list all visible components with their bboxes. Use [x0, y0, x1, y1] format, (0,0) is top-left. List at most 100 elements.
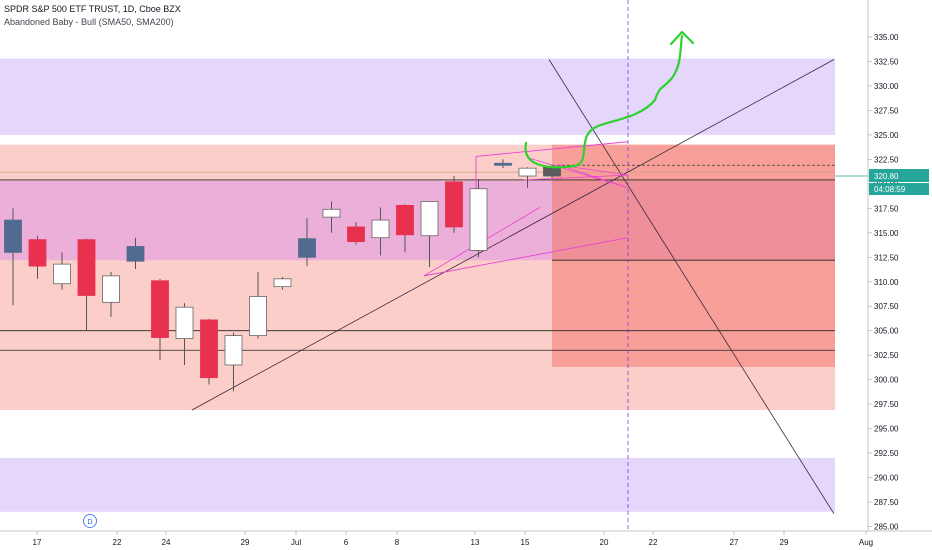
y-tick-label: 325.00 — [874, 131, 899, 140]
indicator-label: Abandoned Baby - Bull (SMA50, SMA200) — [4, 17, 174, 27]
y-tick-label: 335.00 — [874, 33, 899, 42]
triangle-apex-lines — [523, 158, 629, 189]
x-tick-label: 13 — [471, 538, 480, 547]
candle — [224, 332, 243, 392]
current-price-value: 320.80 — [874, 172, 899, 181]
chart-title: SPDR S&P 500 ETF TRUST, 1D, Cboe BZX — [4, 4, 181, 14]
y-tick-label: 312.50 — [874, 253, 899, 262]
candle-body — [77, 239, 96, 296]
candle — [126, 237, 145, 270]
candle — [151, 278, 169, 361]
x-tick-label: 29 — [780, 538, 789, 547]
candle — [102, 271, 120, 317]
y-tick-label: 327.50 — [874, 106, 899, 115]
candle-body — [371, 219, 390, 239]
candle-body — [347, 226, 365, 243]
y-tick-label: 305.00 — [874, 327, 899, 336]
y-tick-label: 330.00 — [874, 82, 899, 91]
x-tick-label: 6 — [344, 538, 349, 547]
candle — [28, 235, 47, 279]
candle-body — [543, 166, 561, 177]
green-projection-curve — [524, 34, 684, 169]
candle-body — [126, 246, 145, 262]
y-tick-label: 287.50 — [874, 498, 899, 507]
x-tick-label: 24 — [162, 538, 171, 547]
x-tick-label: 29 — [241, 538, 250, 547]
x-tick-label: Jul — [291, 538, 301, 547]
x-tick-label: 22 — [113, 538, 122, 547]
candle — [4, 208, 22, 306]
candle-body — [249, 296, 267, 336]
y-tick-label: 292.50 — [874, 449, 899, 458]
x-tick-label: 17 — [33, 538, 42, 547]
red-magenta-overlap — [552, 180, 835, 261]
candle-body — [175, 306, 194, 339]
candle-body — [273, 278, 292, 288]
purple-zone-bottom — [0, 457, 835, 512]
green-arrow-head — [669, 30, 695, 46]
candle — [249, 271, 267, 339]
candle — [518, 167, 537, 188]
price-axis-panel — [868, 0, 932, 550]
candle-body — [420, 201, 439, 237]
y-tick-label: 322.50 — [874, 155, 899, 164]
red-zone — [552, 144, 835, 367]
y-tick-label: 315.00 — [874, 229, 899, 238]
candle — [322, 201, 341, 233]
candle — [396, 204, 414, 253]
y-tick-label: 295.00 — [874, 425, 899, 434]
current-price-tag — [869, 169, 929, 183]
trendline-up — [191, 59, 835, 411]
candle — [77, 238, 96, 331]
purple-zone-top — [0, 58, 835, 135]
candle — [298, 218, 316, 267]
x-tick-label: 20 — [600, 538, 609, 547]
candle — [273, 276, 292, 290]
y-tick-label: 302.50 — [874, 351, 899, 360]
candle-body — [151, 280, 169, 338]
candle — [445, 176, 463, 233]
candle — [347, 222, 365, 245]
candle — [494, 159, 512, 169]
candle — [175, 303, 194, 365]
candle-body — [102, 275, 120, 303]
candle-body — [200, 319, 218, 379]
candle — [53, 252, 71, 290]
y-tick-label: 290.00 — [874, 474, 899, 483]
candle-body — [469, 188, 488, 251]
y-tick-label: 307.50 — [874, 302, 899, 311]
candle-body — [518, 167, 537, 177]
x-tick-label: 15 — [521, 538, 530, 547]
candle — [420, 201, 439, 268]
candle — [200, 318, 218, 385]
candle-body — [322, 208, 341, 218]
candle-body — [298, 238, 316, 258]
triangle-upper-line — [475, 141, 629, 157]
x-tick-label: 27 — [730, 538, 739, 547]
y-tick-label: 297.50 — [874, 400, 899, 409]
countdown-tag — [869, 183, 929, 196]
x-tick-label: 22 — [649, 538, 658, 547]
candle-body — [396, 204, 414, 236]
triangle-lower-line — [423, 237, 629, 277]
candle-body — [4, 219, 22, 253]
trendline-down — [548, 59, 835, 514]
y-tick-label: 332.50 — [874, 57, 899, 66]
candle — [469, 178, 488, 258]
x-tick-label: Aug — [859, 538, 873, 547]
candle-body — [494, 162, 512, 166]
candle-body — [53, 263, 71, 285]
y-tick-label: 285.00 — [874, 523, 899, 532]
candle-body — [445, 181, 463, 228]
candle — [371, 207, 390, 256]
x-tick-label: 8 — [395, 538, 400, 547]
event-marker-icon — [83, 514, 97, 528]
y-tick-label: 317.50 — [874, 204, 899, 213]
y-tick-label: 300.00 — [874, 376, 899, 385]
candle-body — [224, 335, 243, 366]
event-marker-label: D — [87, 519, 92, 526]
candle-body — [28, 239, 47, 267]
y-tick-label: 310.00 — [874, 278, 899, 287]
